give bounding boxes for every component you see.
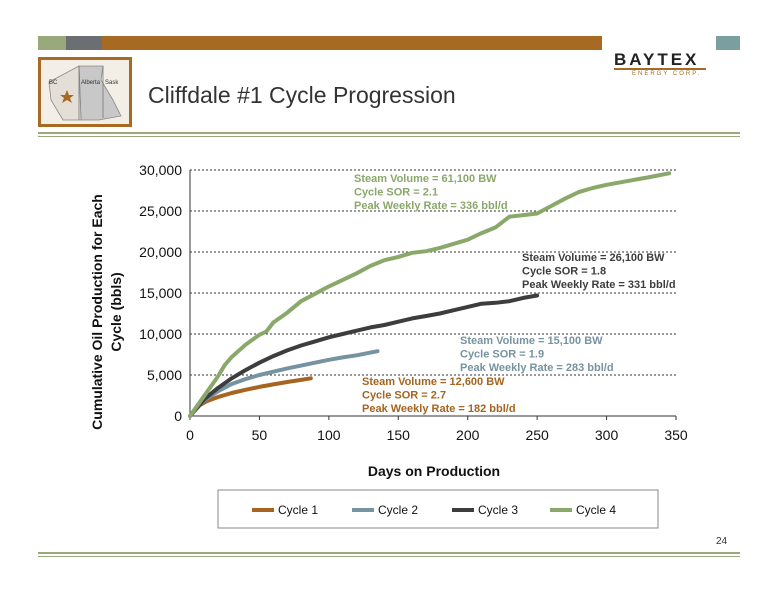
- map-label-alberta: Alberta: [81, 80, 101, 86]
- annotation-cycle-2: Peak Weekly Rate = 283 bbl/d: [460, 362, 614, 374]
- map-graphic: BC Alberta Sask: [48, 65, 122, 121]
- x-tick-label: 150: [387, 427, 411, 443]
- annotation-cycle-4: Cycle SOR = 2.1: [354, 187, 438, 199]
- legend-label: Cycle 4: [576, 503, 616, 517]
- divider-bottom: [38, 552, 740, 554]
- annotation-cycle-1: Steam Volume = 12,600 BW: [362, 376, 505, 388]
- annotation-cycle-2: Cycle SOR = 1.9: [460, 349, 544, 361]
- y-tick-label: 30,000: [139, 162, 182, 178]
- header-bar-green: [38, 36, 66, 50]
- logo: BAYTEX: [614, 50, 700, 69]
- y-tick-label: 0: [174, 408, 182, 424]
- divider-bottom-thin: [38, 556, 740, 557]
- y-tick-label: 15,000: [139, 285, 182, 301]
- header-bar-teal: [716, 36, 740, 50]
- header-bar-brown: [102, 36, 602, 50]
- page-title: Cliffdale #1 Cycle Progression: [148, 82, 456, 108]
- annotation-cycle-3: Peak Weekly Rate = 331 bbl/d: [522, 279, 676, 291]
- y-axis-label-line-1: Cumulative Oil Production for Each: [89, 194, 105, 430]
- header-bar-gray: [66, 36, 102, 50]
- x-tick-label: 0: [186, 427, 194, 443]
- logo-tagline: ENERGY CORP.: [632, 71, 702, 77]
- divider-top-thin: [38, 136, 740, 137]
- x-tick-label: 200: [456, 427, 480, 443]
- x-tick-label: 50: [252, 427, 268, 443]
- legend-label: Cycle 3: [478, 503, 518, 517]
- annotation-cycle-4: Steam Volume = 61,100 BW: [354, 173, 497, 185]
- annotation-cycle-1: Peak Weekly Rate = 182 bbl/d: [362, 403, 516, 415]
- y-tick-label: 20,000: [139, 244, 182, 260]
- logo-underline: [614, 68, 706, 70]
- legend-label: Cycle 2: [378, 503, 418, 517]
- annotation-cycle-3: Cycle SOR = 1.8: [522, 266, 606, 278]
- location-map: BC Alberta Sask: [38, 57, 132, 127]
- legend-box: [217, 489, 659, 529]
- x-axis-label: Days on Production: [368, 463, 500, 479]
- legend-label: Cycle 1: [278, 503, 318, 517]
- map-label-sask: Sask: [105, 80, 119, 86]
- y-tick-label: 10,000: [139, 326, 182, 342]
- page-number: 24: [716, 536, 728, 547]
- x-tick-label: 250: [525, 427, 549, 443]
- x-tick-label: 350: [664, 427, 688, 443]
- y-axis-label-line-2: Cycle (bbls): [108, 272, 124, 351]
- annotation-cycle-2: Steam Volume = 15,100 BW: [460, 335, 603, 347]
- annotation-cycle-4: Peak Weekly Rate = 336 bbl/d: [354, 200, 508, 212]
- divider-top: [38, 132, 740, 134]
- annotation-cycle-3: Steam Volume = 26,100 BW: [522, 252, 665, 264]
- series-line-cycle-4: [188, 171, 672, 418]
- star-icon: [60, 90, 74, 103]
- y-tick-label: 25,000: [139, 203, 182, 219]
- y-tick-label: 5,000: [147, 367, 182, 383]
- x-tick-label: 300: [595, 427, 619, 443]
- annotation-cycle-1: Cycle SOR = 2.7: [362, 390, 446, 402]
- map-label-bc: BC: [49, 80, 58, 86]
- x-tick-label: 100: [317, 427, 341, 443]
- series-line-cycle-3: [188, 293, 540, 418]
